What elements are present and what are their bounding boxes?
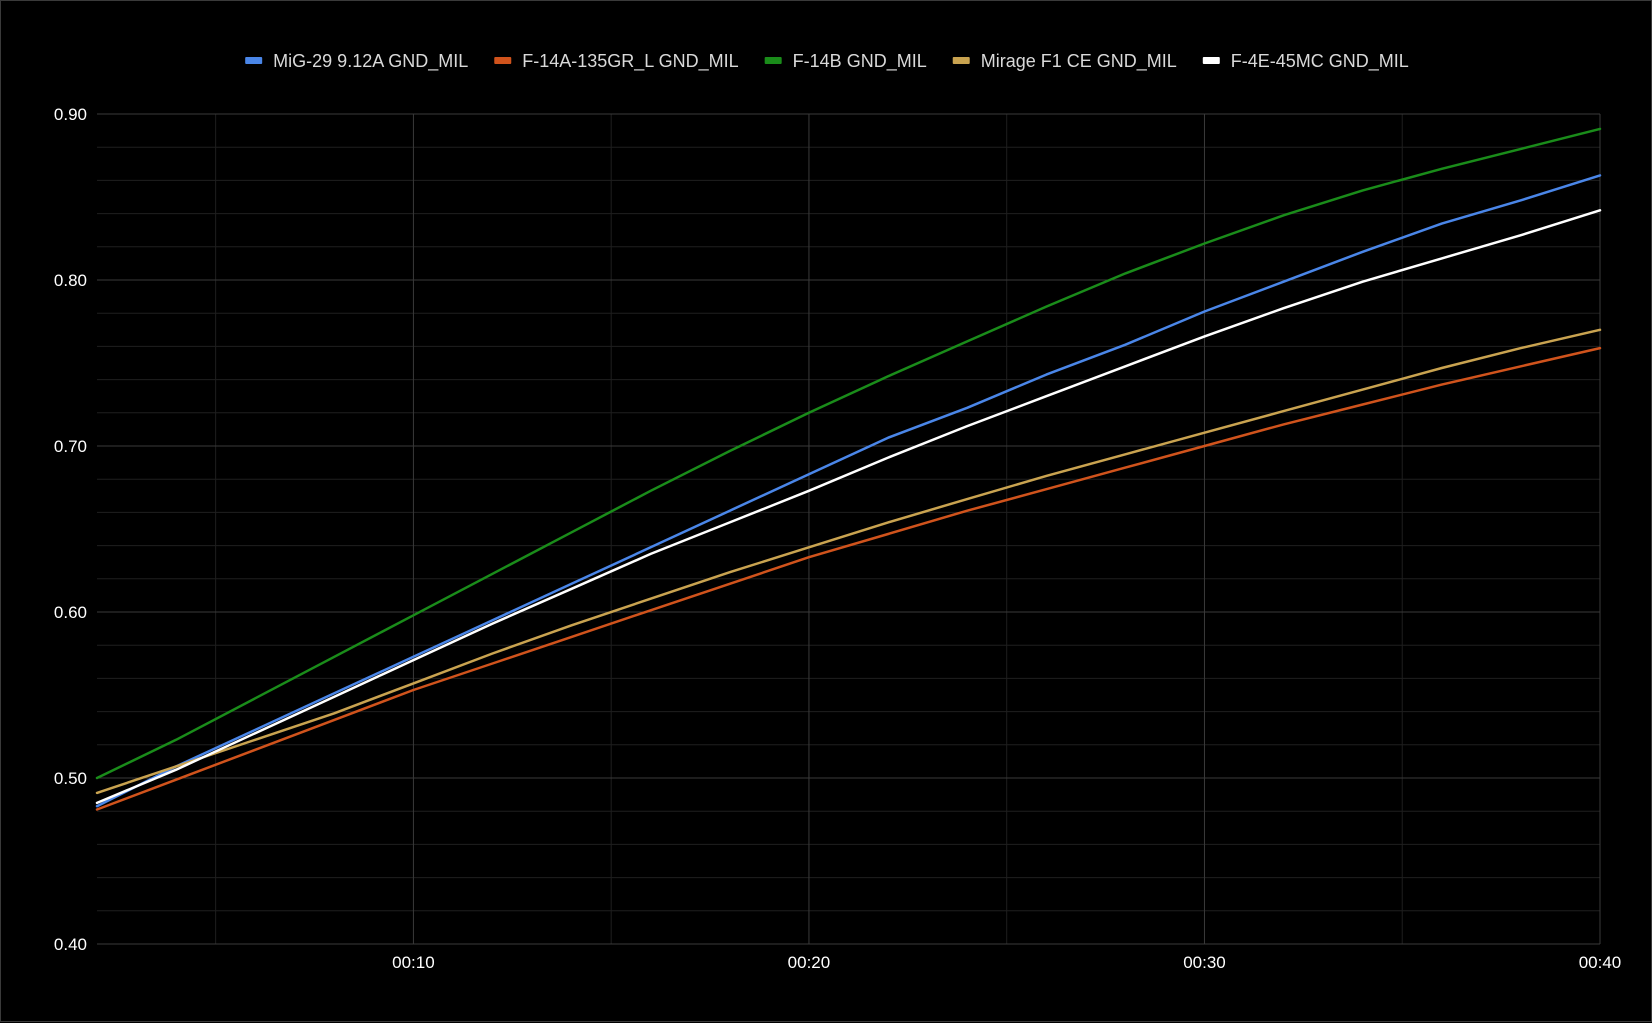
legend-label: F-14A-135GR_L GND_MIL [522,51,738,72]
series-line-2 [95,346,1602,811]
legend-label: Mirage F1 CE GND_MIL [981,51,1177,72]
series-line-4 [95,328,1602,795]
series-line-3 [95,127,1602,780]
legend-item[interactable]: Mirage F1 CE GND_MIL [952,51,1177,72]
legend-item[interactable]: MiG-29 9.12A GND_MIL [245,51,468,72]
legend-swatch [245,57,263,64]
legend[interactable]: MiG-29 9.12A GND_MIL F-14A-135GR_L GND_MI… [245,51,1409,72]
legend-item[interactable]: F-14A-135GR_L GND_MIL [494,51,739,72]
y-tick-label: 0.70 [54,437,87,456]
grid [97,113,1601,945]
x-tick-label: 00:10 [392,953,435,972]
legend-swatch [952,57,970,64]
legend-label: F-14B GND_MIL [793,51,927,72]
legend-item[interactable]: F-14B GND_MIL [764,51,927,72]
y-tick-label: 0.50 [54,769,87,788]
y-tick-label: 0.40 [54,935,87,954]
legend-item[interactable]: F-4E-45MC GND_MIL [1202,51,1409,72]
series-line-1 [95,174,1602,808]
x-tick-label: 00:30 [1183,953,1226,972]
axes: 0.40 0.50 0.60 0.70 0.80 0.90 00:10 00:20 00:30 0… [54,105,1621,972]
y-tick-label: 0.80 [54,271,87,290]
series-line-5 [95,209,1602,805]
legend-swatch [1202,57,1220,64]
series-lines [95,127,1602,811]
x-tick-label: 00:40 [1579,953,1622,972]
y-tick-label: 0.90 [54,105,87,124]
y-tick-label: 0.60 [54,603,87,622]
legend-label: F-4E-45MC GND_MIL [1231,51,1409,72]
legend-swatch [764,57,782,64]
legend-label: MiG-29 9.12A GND_MIL [273,51,468,72]
legend-swatch [494,57,512,64]
x-tick-label: 00:20 [788,953,831,972]
